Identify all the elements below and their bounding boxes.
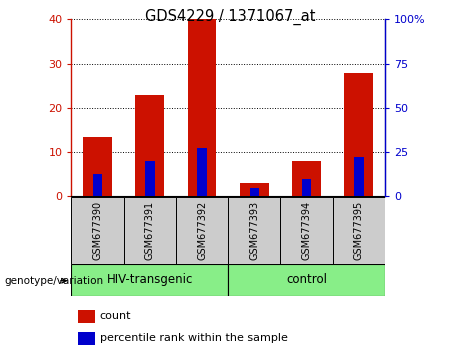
Bar bbox=[78, 332, 95, 345]
Bar bbox=[292, 161, 321, 196]
Bar bbox=[188, 19, 217, 196]
Text: GSM677393: GSM677393 bbox=[249, 201, 260, 260]
Bar bbox=[93, 175, 102, 196]
Text: GSM677390: GSM677390 bbox=[93, 201, 103, 260]
Bar bbox=[145, 161, 154, 196]
Text: GDS4229 / 1371067_at: GDS4229 / 1371067_at bbox=[145, 9, 316, 25]
Text: GSM677395: GSM677395 bbox=[354, 201, 364, 260]
Text: count: count bbox=[100, 311, 131, 321]
FancyBboxPatch shape bbox=[228, 264, 385, 296]
FancyBboxPatch shape bbox=[280, 197, 333, 264]
Bar bbox=[78, 310, 95, 323]
Bar bbox=[197, 148, 207, 196]
Text: control: control bbox=[286, 273, 327, 286]
Bar bbox=[302, 179, 311, 196]
FancyBboxPatch shape bbox=[333, 197, 385, 264]
Text: GSM677394: GSM677394 bbox=[301, 201, 312, 260]
FancyBboxPatch shape bbox=[71, 264, 228, 296]
Bar bbox=[249, 188, 259, 196]
Bar bbox=[136, 95, 164, 196]
FancyBboxPatch shape bbox=[176, 197, 228, 264]
Bar bbox=[354, 156, 364, 196]
Bar bbox=[83, 137, 112, 196]
Text: genotype/variation: genotype/variation bbox=[5, 276, 104, 286]
Bar bbox=[240, 183, 269, 196]
FancyBboxPatch shape bbox=[228, 197, 280, 264]
Text: GSM677392: GSM677392 bbox=[197, 201, 207, 260]
Text: percentile rank within the sample: percentile rank within the sample bbox=[100, 333, 288, 343]
Text: HIV-transgenic: HIV-transgenic bbox=[106, 273, 193, 286]
FancyBboxPatch shape bbox=[124, 197, 176, 264]
Bar bbox=[344, 73, 373, 196]
Text: GSM677391: GSM677391 bbox=[145, 201, 155, 260]
FancyBboxPatch shape bbox=[71, 197, 124, 264]
